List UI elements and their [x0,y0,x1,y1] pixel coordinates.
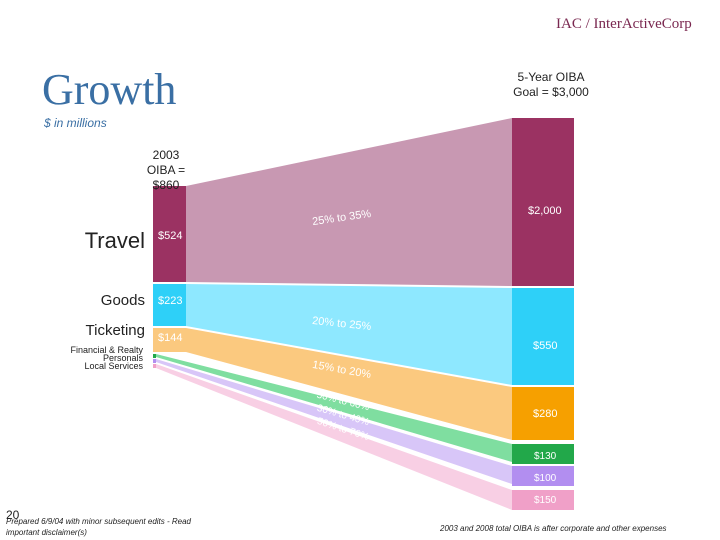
goods-bar-2003 [153,284,186,326]
goods-band [186,284,512,385]
ticketing-bar-2003 [153,328,186,352]
value-2008-goods: $550 [533,340,558,352]
small-bar-2003-c [153,364,156,368]
page-title: Growth [42,65,177,114]
personals-band [156,359,512,484]
financial-bar-2008 [512,444,574,464]
travel-bar-2003 [153,186,186,282]
value-2008-travel: $2,000 [528,205,562,217]
personals-bar-2008 [512,466,574,486]
small-bar-2003-a [153,354,156,358]
value-2003-goods: $223 [158,295,183,307]
value-2003-travel: $524 [158,230,183,242]
financial-band [156,354,512,462]
travel-bar-2008 [512,118,574,286]
segment-label-personals: Personals [102,353,143,363]
ticketing-bar-2008 [512,387,574,440]
segment-label-travel: Travel [84,228,145,253]
page-number: 20 [6,508,20,522]
segment-label-ticketing: Ticketing [85,322,145,339]
five-year-goal-label: 5-Year OIBA Goal = $3,000 [513,70,589,99]
units-subtitle: $ in millions [44,116,107,130]
local-bar-2008 [512,490,574,510]
segment-label-goods: Goods [100,292,145,309]
travel-band [186,118,512,286]
local-band [156,364,512,510]
small-bar-2003-b [153,359,156,363]
footer-note: 2003 and 2008 total OIBA is after corpor… [440,524,667,533]
iac-logo: IAC / InterActiveCorp [556,16,692,32]
oiba-2003-label: 2003 OIBA = $860 [146,148,186,192]
value-2003-ticketing: $144 [158,332,183,344]
goods-bar-2008 [512,288,574,385]
footer-disclaimer: Prepared 6/9/04 with minor subsequent ed… [6,517,191,537]
ticketing-band [186,328,512,440]
value-2008-local: $150 [534,495,557,506]
value-2008-ticketing: $280 [533,408,558,420]
value-2008-financial: $130 [534,451,557,462]
segment-label-financial: Financial & Realty [70,345,143,355]
value-2008-personals: $100 [534,473,557,484]
segment-label-local: Local Services [84,361,143,371]
